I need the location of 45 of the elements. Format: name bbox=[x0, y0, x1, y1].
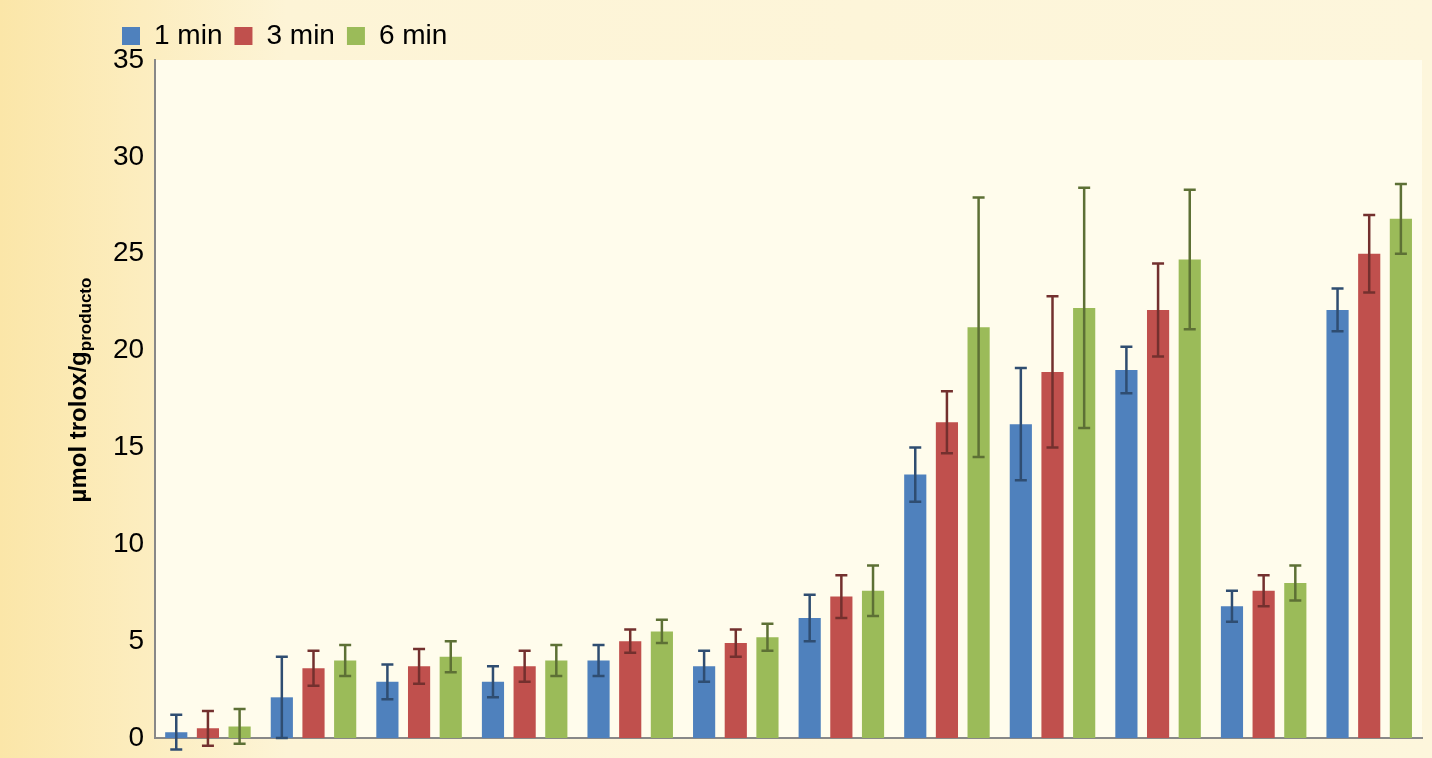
y-tick-label: 15 bbox=[112, 430, 145, 462]
bar bbox=[376, 681, 399, 738]
legend-label: 6 min bbox=[378, 18, 448, 50]
bar bbox=[1252, 590, 1275, 738]
bar bbox=[724, 643, 747, 738]
y-tick-label: 20 bbox=[112, 333, 145, 365]
bar bbox=[904, 474, 927, 738]
y-tick-label: 35 bbox=[112, 42, 145, 74]
bar bbox=[587, 660, 610, 738]
bar bbox=[861, 590, 885, 738]
y-tick-label: 10 bbox=[112, 527, 145, 558]
bar bbox=[1146, 309, 1170, 738]
bar bbox=[1220, 606, 1244, 738]
bar bbox=[967, 327, 990, 738]
bar bbox=[693, 666, 716, 738]
bar bbox=[545, 660, 568, 738]
bar bbox=[302, 668, 325, 738]
bar bbox=[756, 637, 779, 738]
bar bbox=[481, 681, 505, 738]
bar bbox=[439, 656, 462, 738]
bar bbox=[650, 631, 673, 738]
bar bbox=[1115, 369, 1138, 738]
bar bbox=[196, 728, 220, 738]
bar bbox=[1073, 307, 1096, 738]
bar bbox=[1041, 371, 1064, 738]
bar bbox=[1178, 259, 1201, 738]
y-tick-label: 5 bbox=[128, 623, 145, 655]
bar bbox=[1389, 218, 1412, 738]
bar bbox=[619, 641, 642, 738]
y-tick-label: 0 bbox=[128, 720, 145, 752]
bar bbox=[334, 660, 357, 738]
bar bbox=[1326, 309, 1349, 738]
bar bbox=[798, 617, 821, 738]
bar bbox=[1009, 424, 1032, 738]
bar bbox=[1358, 253, 1381, 738]
y-tick-label: 30 bbox=[112, 139, 145, 171]
bar bbox=[407, 666, 431, 738]
bar bbox=[270, 697, 293, 738]
bar bbox=[513, 666, 536, 738]
legend-label: 1 min bbox=[154, 18, 223, 50]
bar bbox=[1284, 583, 1307, 738]
y-tick-label: 25 bbox=[112, 236, 145, 268]
bar bbox=[935, 422, 959, 738]
bar bbox=[830, 596, 853, 738]
legend-label: 3 min bbox=[266, 18, 335, 50]
